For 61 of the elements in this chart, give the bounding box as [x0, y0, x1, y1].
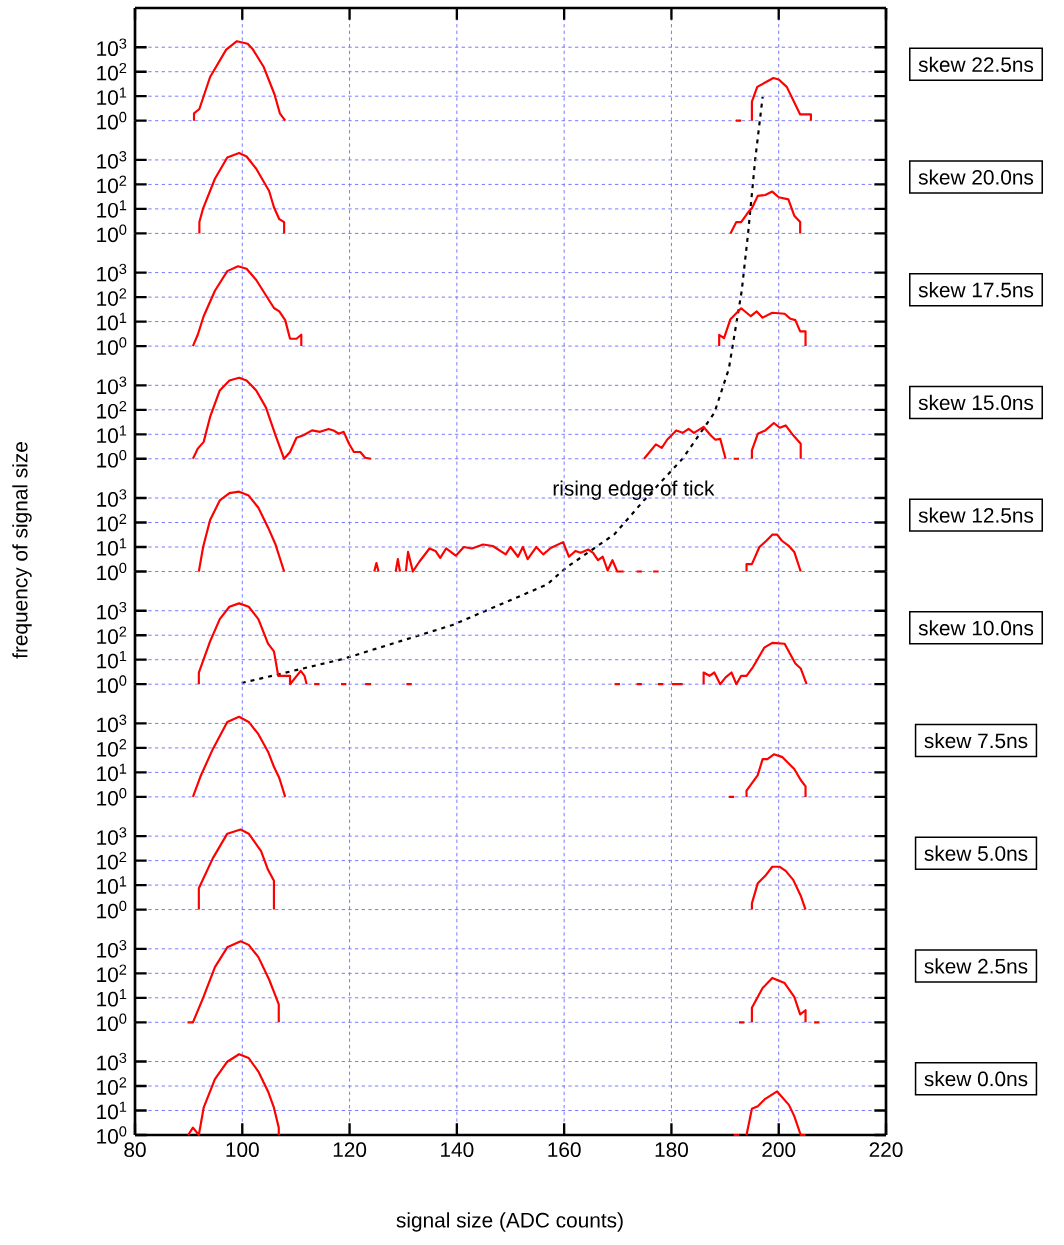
- x-tick-label: 160: [548, 1142, 581, 1158]
- y-tick-label: 10$^{1}$: [97, 312, 127, 331]
- text: skew 10.0ns: [918, 620, 1034, 636]
- x-axis-title: signal size (ADC counts): [396, 1212, 623, 1232]
- y-tick-label: 10$^{1}$: [97, 876, 127, 894]
- x-tick-label: 180: [655, 1142, 688, 1158]
- y-tick-label: 10$^{3}$: [97, 263, 127, 282]
- y-tick-label: 10$^{0}$: [97, 449, 127, 468]
- y-tick-label: 10$^{1}$: [97, 425, 127, 444]
- x-tick-label: 100: [226, 1142, 259, 1158]
- y-tick-label: 10$^{2}$: [97, 513, 127, 532]
- y-tick-label: 10$^{2}$: [97, 851, 127, 870]
- y-tick-label: 10$^{0}$: [97, 224, 127, 243]
- y-tick-label: 10$^{1}$: [97, 1101, 127, 1120]
- text: skew 12.5ns: [918, 507, 1034, 523]
- y-tick-label: 10$^{2}$: [97, 739, 127, 757]
- y-tick-label: 10$^{0}$: [97, 111, 127, 130]
- text: skew 22.5ns: [918, 56, 1034, 72]
- y-tick-label: 10$^{0}$: [97, 1126, 127, 1144]
- text: skew 5.0ns: [924, 845, 1028, 861]
- y-tick-label: 10$^{0}$: [97, 788, 127, 806]
- text: skew 7.5ns: [924, 732, 1028, 749]
- y-tick-label: 10$^{3}$: [97, 151, 127, 169]
- x-tick-label: 220: [869, 1142, 903, 1158]
- y-tick-label: 10$^{3}$: [97, 376, 127, 395]
- y-tick-label: 10$^{1}$: [97, 200, 127, 218]
- y-tick-label: 10$^{1}$: [97, 989, 127, 1007]
- x-tick-label: 140: [441, 1142, 474, 1158]
- text: skew 15.0ns: [918, 394, 1034, 411]
- y-tick-label: 10$^{3}$: [97, 38, 127, 57]
- x-tick-label: 200: [762, 1142, 796, 1158]
- y-tick-label: 10$^{2}$: [97, 1077, 127, 1095]
- y-tick-label: 10$^{2}$: [97, 964, 127, 983]
- y-tick-label: 10$^{1}$: [97, 538, 127, 556]
- y-tick-label: 10$^{0}$: [97, 562, 127, 581]
- y-tick-label: 10$^{2}$: [97, 626, 127, 645]
- y-tick-label: 10$^{1}$: [97, 87, 127, 105]
- y-axis-title: frequency of signal size: [12, 442, 32, 659]
- y-tick-label: 10$^{0}$: [97, 1013, 127, 1032]
- y-tick-label: 10$^{1}$: [97, 650, 127, 669]
- y-tick-label: 10$^{3}$: [97, 827, 127, 845]
- y-tick-label: 10$^{3}$: [97, 940, 127, 958]
- text: skew 20.0ns: [918, 169, 1034, 185]
- y-tick-label: 10$^{1}$: [97, 763, 127, 782]
- x-tick-label: 120: [333, 1142, 367, 1158]
- y-tick-label: 10$^{2}$: [97, 175, 127, 194]
- y-tick-label: 10$^{2}$: [97, 400, 127, 419]
- y-tick-label: 10$^{3}$: [97, 1052, 127, 1071]
- y-tick-label: 10$^{2}$: [97, 62, 127, 81]
- y-tick-label: 10$^{3}$: [97, 714, 127, 733]
- text: skew 0.0ns: [924, 1070, 1028, 1087]
- y-tick-label: 10$^{3}$: [97, 601, 127, 620]
- y-tick-label: 10$^{0}$: [97, 900, 127, 919]
- text: skew 2.5ns: [924, 958, 1028, 974]
- y-tick-label: 10$^{3}$: [97, 489, 127, 507]
- x-tick-label: 80: [124, 1142, 146, 1158]
- text: skew 17.5ns: [918, 282, 1034, 298]
- annotation: rising edge of tick: [553, 480, 715, 500]
- y-tick-label: 10$^{2}$: [97, 288, 127, 306]
- y-tick-label: 10$^{0}$: [97, 675, 127, 694]
- y-tick-label: 10$^{0}$: [97, 337, 127, 355]
